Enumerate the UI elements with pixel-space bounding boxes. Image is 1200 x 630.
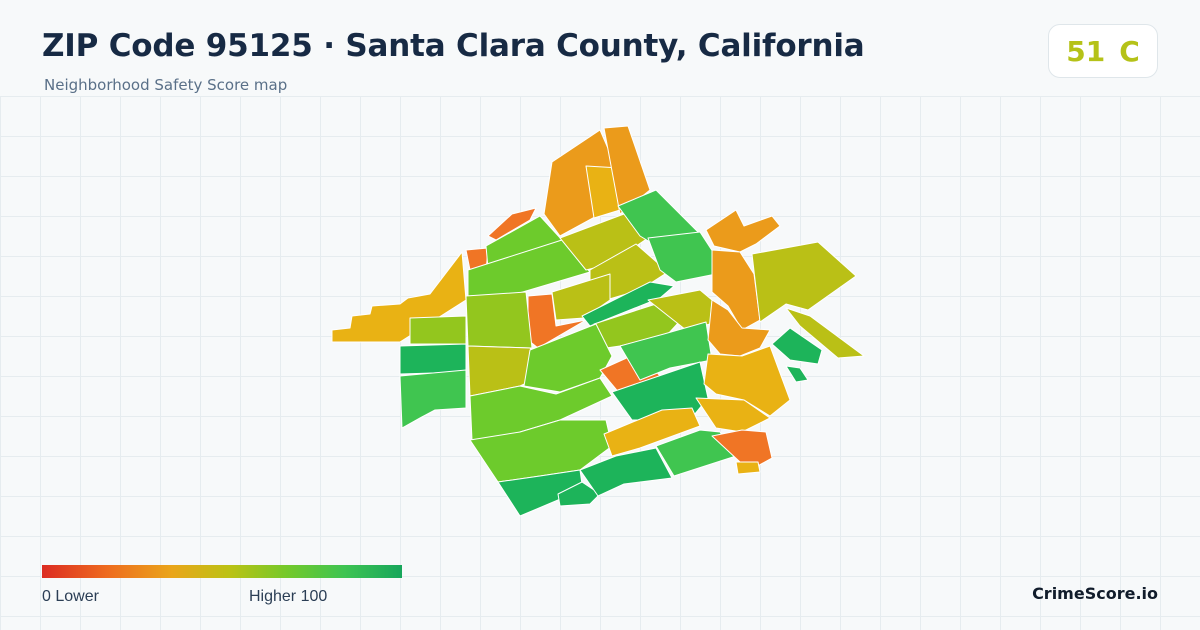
page-subtitle: Neighborhood Safety Score map <box>44 76 288 94</box>
score-grade: C <box>1119 34 1140 68</box>
east-orange-b-region[interactable] <box>711 249 761 331</box>
center-darkband-region[interactable] <box>611 361 709 421</box>
south-amber-region[interactable] <box>603 407 701 457</box>
score-value: 51 <box>1066 34 1106 68</box>
east-orange-a-region[interactable] <box>705 209 781 253</box>
north-diag-region[interactable] <box>487 207 537 241</box>
east-dark-region[interactable] <box>771 327 823 365</box>
center-darkstripe-region[interactable] <box>581 281 675 327</box>
east-strip-region[interactable] <box>785 307 865 359</box>
legend-min-label: 0 Lower <box>42 588 99 605</box>
east-orange-c-region[interactable] <box>707 299 771 357</box>
west-dark-region[interactable] <box>399 343 467 375</box>
west-strip-region[interactable] <box>409 315 467 345</box>
legend-color-bar <box>42 565 402 578</box>
west-green-region[interactable] <box>399 369 467 429</box>
south-dark-b-region[interactable] <box>557 481 601 507</box>
east-yellow-region[interactable] <box>695 397 771 433</box>
neighborhood-map[interactable] <box>320 118 880 528</box>
east-olive-region[interactable] <box>751 241 857 323</box>
east-orange-d-region[interactable] <box>703 345 791 417</box>
southeast-small-region[interactable] <box>735 461 761 475</box>
south-dark-c-region[interactable] <box>579 447 673 497</box>
page-title: ZIP Code 95125 · Santa Clara County, Cal… <box>42 28 865 64</box>
center-green-a-region[interactable] <box>465 291 533 349</box>
north-top-c-region[interactable] <box>603 125 651 215</box>
north-green-b-region[interactable] <box>467 239 591 297</box>
map-regions <box>331 125 865 517</box>
legend-max-label: Higher 100 <box>249 588 328 605</box>
brand-logo-text: CrimeScore.io <box>1032 584 1158 603</box>
score-badge: 51 C <box>1048 24 1158 78</box>
header: ZIP Code 95125 · Santa Clara County, Cal… <box>0 0 1200 96</box>
east-dark-b-region[interactable] <box>785 365 809 383</box>
northeast-green-region[interactable] <box>647 231 727 283</box>
